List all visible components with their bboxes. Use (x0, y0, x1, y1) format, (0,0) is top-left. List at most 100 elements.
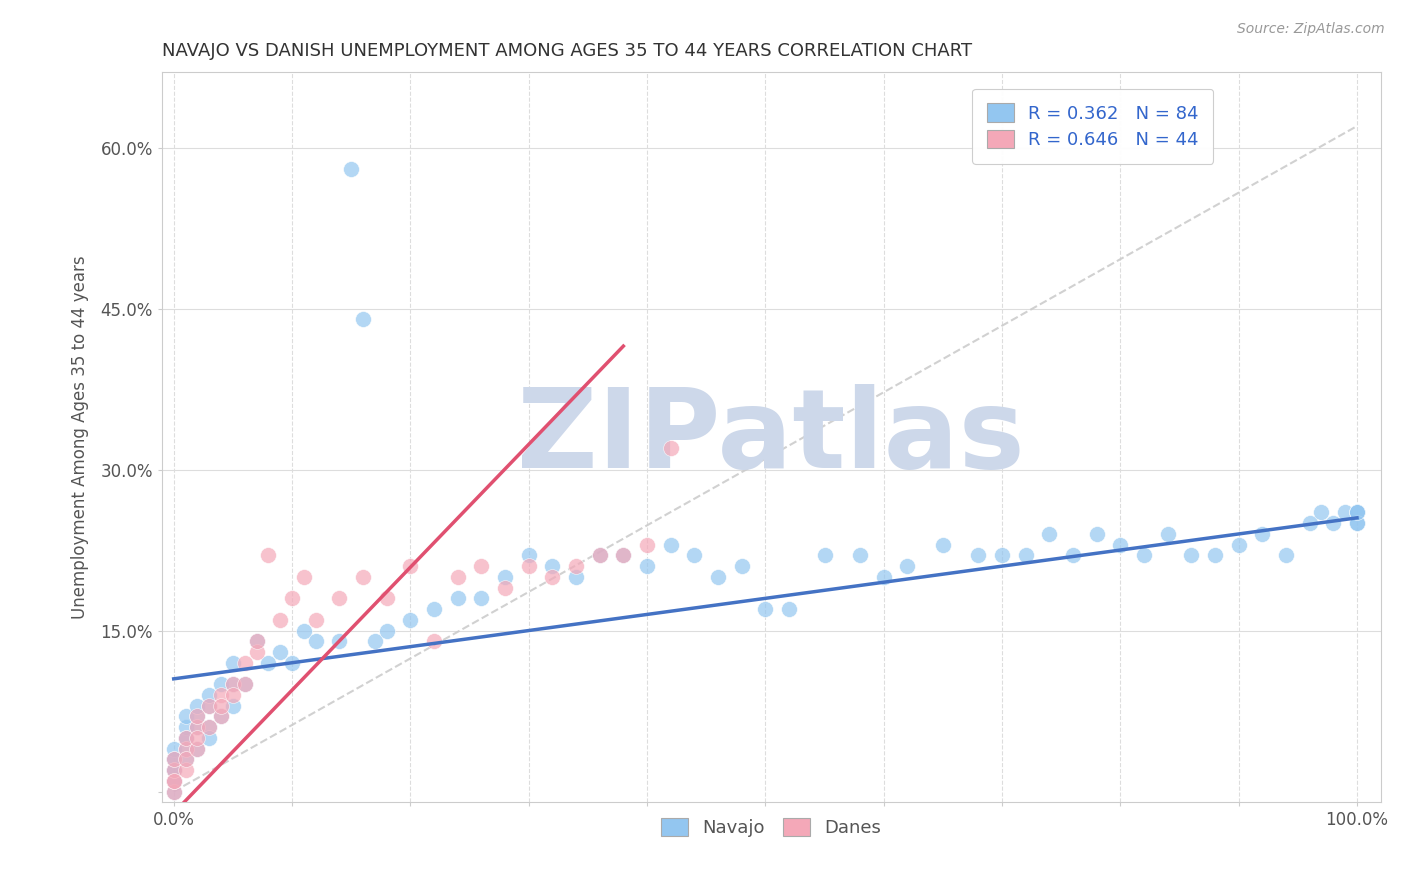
Point (245, 634, 267, 648)
Point (873, 570, 896, 584)
Point (163, 773, 186, 788)
Point (375, 624, 398, 638)
Point (447, 570, 470, 584)
Point (541, 570, 564, 584)
Point (612, 549, 634, 563)
Point (1085, 527, 1108, 541)
Point (233, 656, 256, 670)
Point (174, 752, 197, 766)
Point (1038, 527, 1060, 541)
Point (222, 677, 245, 691)
Point (174, 741, 197, 756)
Point (565, 570, 588, 584)
Point (245, 634, 267, 648)
Point (375, 591, 398, 606)
Point (186, 709, 208, 723)
Point (174, 720, 197, 734)
Point (932, 538, 955, 552)
Point (269, 645, 291, 659)
Point (281, 656, 304, 670)
Point (636, 559, 658, 574)
Point (292, 624, 315, 638)
Point (186, 720, 208, 734)
Point (399, 559, 422, 574)
Point (174, 731, 197, 745)
Point (209, 709, 232, 723)
Text: ZIPatlas: ZIPatlas (517, 384, 1025, 491)
Point (754, 602, 776, 616)
Point (813, 549, 835, 563)
Point (305, 613, 328, 627)
Point (849, 549, 872, 563)
Point (186, 698, 208, 713)
Point (731, 559, 754, 574)
Point (163, 741, 186, 756)
Point (967, 549, 990, 563)
Point (1133, 549, 1156, 563)
Point (447, 591, 470, 606)
Point (328, 634, 350, 648)
Point (222, 656, 245, 670)
Point (163, 773, 186, 788)
Point (659, 441, 682, 455)
Point (612, 549, 634, 563)
Point (494, 570, 516, 584)
Point (174, 763, 197, 777)
Point (1275, 549, 1298, 563)
Point (1310, 506, 1333, 520)
Point (163, 763, 186, 777)
Point (494, 581, 516, 595)
Point (222, 688, 245, 702)
Point (1346, 506, 1368, 520)
Point (423, 634, 446, 648)
Point (186, 720, 208, 734)
Point (163, 784, 186, 798)
Point (1346, 506, 1368, 520)
Point (399, 613, 422, 627)
Point (209, 688, 232, 702)
Point (589, 549, 612, 563)
Legend: Navajo, Danes: Navajo, Danes (654, 811, 889, 845)
Point (292, 570, 315, 584)
Point (198, 731, 221, 745)
Point (364, 634, 387, 648)
Point (470, 559, 492, 574)
Point (163, 773, 186, 788)
Point (257, 656, 280, 670)
Point (174, 741, 197, 756)
Point (707, 570, 730, 584)
Point (991, 549, 1014, 563)
Point (198, 698, 221, 713)
Point (328, 591, 350, 606)
Point (352, 312, 374, 326)
Point (174, 731, 197, 745)
Point (174, 709, 197, 723)
Point (517, 559, 540, 574)
Point (470, 591, 492, 606)
Point (174, 731, 197, 745)
Point (636, 538, 658, 552)
Point (281, 591, 304, 606)
Point (778, 602, 800, 616)
Point (1204, 549, 1226, 563)
Point (1062, 549, 1084, 563)
Point (257, 549, 280, 563)
Point (163, 784, 186, 798)
Point (683, 549, 706, 563)
Point (186, 731, 208, 745)
Point (1346, 516, 1368, 531)
Point (1014, 549, 1036, 563)
Point (589, 549, 612, 563)
Point (209, 677, 232, 691)
Point (186, 741, 208, 756)
Point (163, 752, 186, 766)
Point (209, 698, 232, 713)
Point (209, 709, 232, 723)
Point (423, 602, 446, 616)
Point (174, 752, 197, 766)
Point (565, 559, 588, 574)
Point (352, 570, 374, 584)
Point (198, 698, 221, 713)
Point (186, 741, 208, 756)
Point (659, 538, 682, 552)
